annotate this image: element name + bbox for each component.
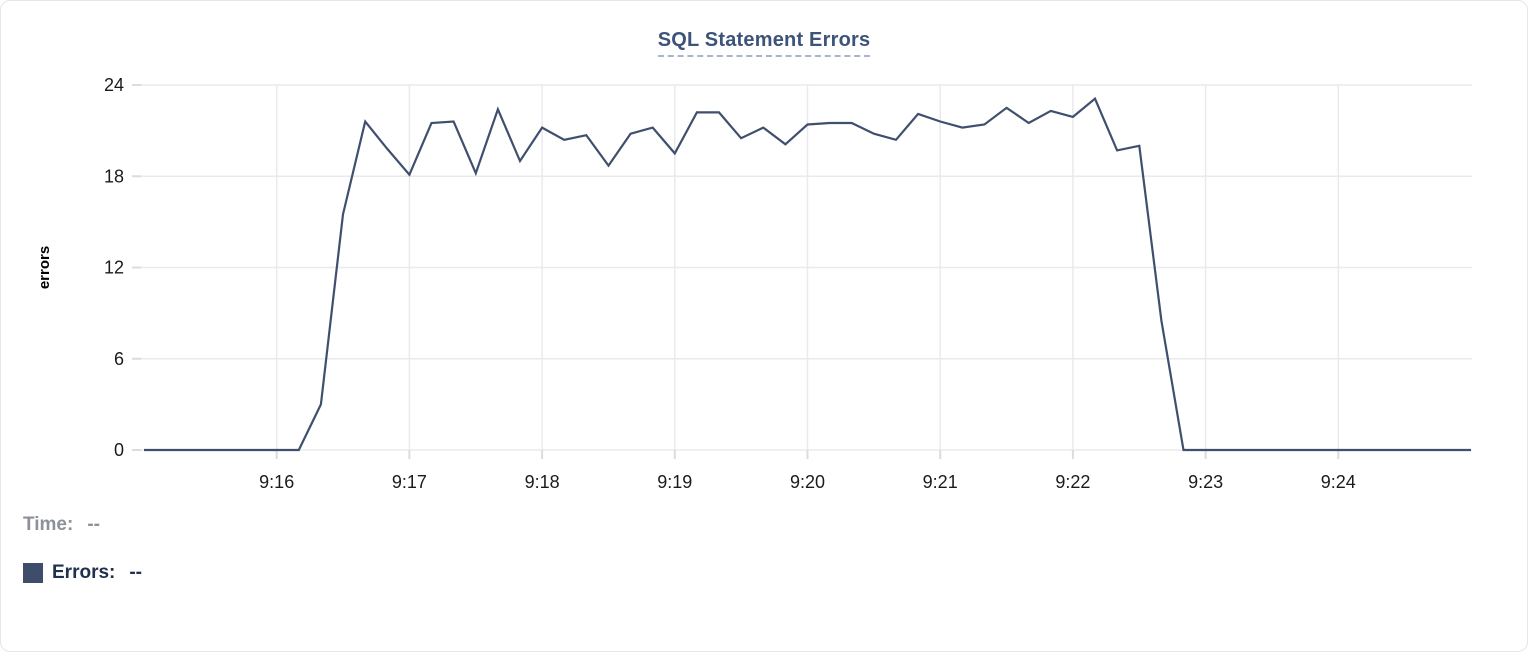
y-tick-label: 18 <box>104 166 124 186</box>
tooltip-errors-readout: Errors: -- <box>23 562 142 584</box>
grid <box>132 84 1472 459</box>
time-value: -- <box>87 514 100 535</box>
time-label: Time: <box>23 514 74 535</box>
y-tick-label: 0 <box>114 440 124 460</box>
tooltip-time-readout: Time: -- <box>23 514 100 536</box>
y-axis: 0 6 12 18 24 errors <box>36 75 124 460</box>
errors-series-swatch <box>23 563 43 583</box>
x-tick-label: 9:18 <box>525 472 560 492</box>
x-tick-label: 9:16 <box>259 472 294 492</box>
errors-line-series <box>144 96 1471 452</box>
x-tick-label: 9:19 <box>657 472 692 492</box>
chart-title[interactable]: SQL Statement Errors <box>657 29 871 57</box>
y-tick-label: 12 <box>104 258 124 278</box>
chart-title-wrap: SQL Statement Errors <box>1 29 1527 57</box>
x-tick-label: 9:24 <box>1321 472 1356 492</box>
y-tick-label: 24 <box>104 75 124 95</box>
x-tick-label: 9:21 <box>923 472 958 492</box>
errors-label: Errors: <box>52 562 116 583</box>
errors-value: -- <box>129 562 143 583</box>
x-tick-label: 9:17 <box>392 472 427 492</box>
y-tick-label: 6 <box>114 349 124 369</box>
x-tick-label: 9:22 <box>1055 472 1090 492</box>
y-axis-label: errors <box>36 246 53 289</box>
x-axis: 9:16 9:17 9:18 9:19 9:20 9:21 9:22 9:23 9:24 <box>259 472 1356 492</box>
x-tick-label: 9:20 <box>790 472 825 492</box>
x-tick-label: 9:23 <box>1188 472 1223 492</box>
